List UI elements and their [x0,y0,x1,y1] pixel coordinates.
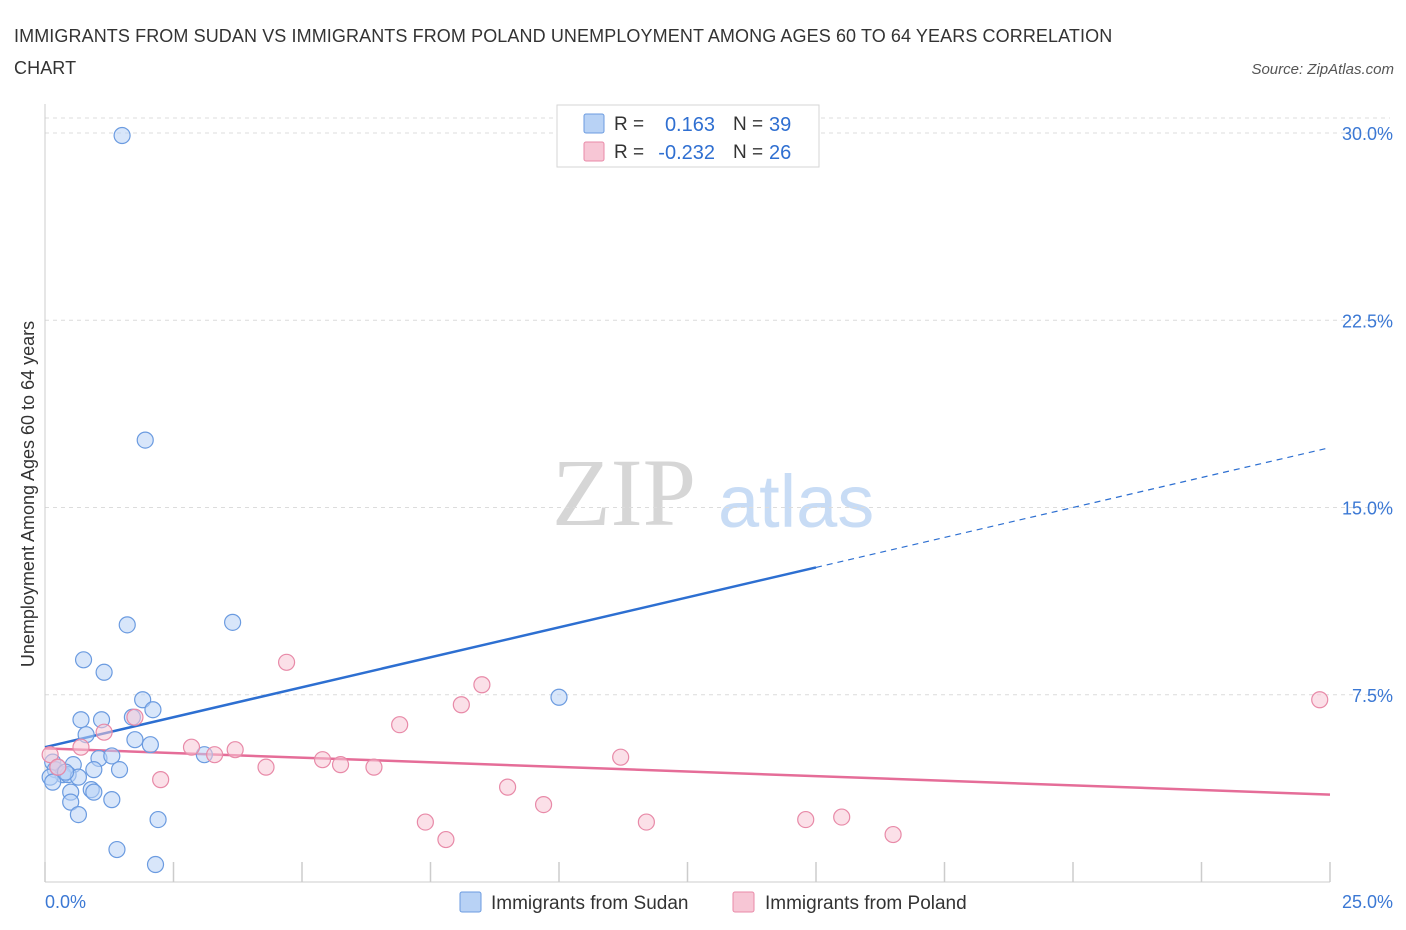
series-legend: Immigrants from Sudan Immigrants from Po… [459,891,967,914]
point-sudan [62,793,80,811]
point-poland [72,738,90,756]
x-tick-label-min: 0.0% [45,892,86,912]
point-poland [226,741,244,759]
point-poland [797,810,815,829]
point-sudan [110,761,129,779]
point-poland [833,808,851,826]
point-sudan [118,616,136,634]
grid-lines [45,117,1390,696]
point-poland [1311,691,1329,709]
y-tick-label: 30.0% [1342,124,1393,144]
stats-swatch-poland [583,141,605,162]
point-poland [277,653,296,671]
point-poland [473,676,491,694]
source-credit: Source: ZipAtlas.com [1251,61,1394,78]
legend-swatch-poland [732,891,755,913]
y-axis-label: Unemployment Among Ages 60 to 64 years [18,321,38,667]
watermark-atlas: atlas [718,460,874,543]
point-sudan [108,840,126,859]
point-poland [437,830,455,849]
trend-lines [44,446,1331,796]
data-points [41,126,1329,874]
point-sudan [85,761,103,779]
point-sudan [126,731,144,749]
watermark-zip: ZIP [552,439,696,546]
point-poland [126,708,144,726]
point-poland [331,756,350,774]
stats-n-label-poland: N = [733,142,763,163]
point-poland [499,778,517,796]
point-poland [95,723,113,741]
point-poland [182,738,201,756]
point-poland [257,758,275,776]
point-sudan [44,773,62,791]
point-poland [313,751,332,769]
point-poland [152,771,170,789]
point-sudan [74,651,93,669]
point-sudan [141,736,159,754]
point-sudan [69,805,88,824]
point-poland [884,825,902,844]
point-poland [41,746,59,764]
point-poland [206,746,224,764]
point-sudan [103,791,121,809]
legend-swatch-sudan [459,891,482,913]
point-sudan [224,613,242,631]
point-sudan [550,688,568,706]
point-sudan [134,691,152,709]
y-tick-label: 7.5% [1352,686,1393,706]
y-tick-label: 15.0% [1342,499,1393,519]
y-tick-label: 22.5% [1342,311,1393,331]
x-tick-label-max: 25.0% [1342,892,1393,912]
point-sudan [72,711,90,729]
point-poland [391,716,409,734]
trend-line-poland [44,747,1331,796]
point-poland [416,813,434,831]
point-poland [534,796,553,814]
point-sudan [146,855,165,874]
point-poland [612,748,630,766]
point-sudan [136,431,154,449]
legend-label-poland: Immigrants from Poland [765,893,967,914]
point-poland [637,813,655,831]
stats-n-value-poland: 26 [769,142,791,164]
point-poland [365,758,383,776]
point-sudan [85,783,103,801]
point-sudan [149,810,167,829]
stats-r-label-sudan: R = [614,114,644,135]
tick-labels: 7.5% 15.0% 22.5% 30.0% 0.0% 25.0% [45,124,1393,912]
stats-r-value-sudan: 0.163 [665,114,715,136]
trend-line-sudan [44,566,817,749]
legend-label-sudan: Immigrants from Sudan [491,893,688,914]
stats-n-value-sudan: 39 [769,114,791,136]
point-sudan [95,663,113,681]
stats-legend: R = 0.163 N = 39 R = -0.232 N = 26 [556,104,820,168]
chart-title: IMMIGRANTS FROM SUDAN VS IMMIGRANTS FROM… [14,26,1113,78]
stats-r-value-poland: -0.232 [658,142,715,164]
point-sudan [113,126,131,145]
point-poland [452,696,470,714]
point-sudan [103,747,121,765]
stats-swatch-sudan [583,113,605,134]
point-sudan [144,701,162,719]
stats-r-label-poland: R = [614,142,644,163]
point-poland [49,758,67,776]
stats-n-label-sudan: N = [733,114,763,135]
